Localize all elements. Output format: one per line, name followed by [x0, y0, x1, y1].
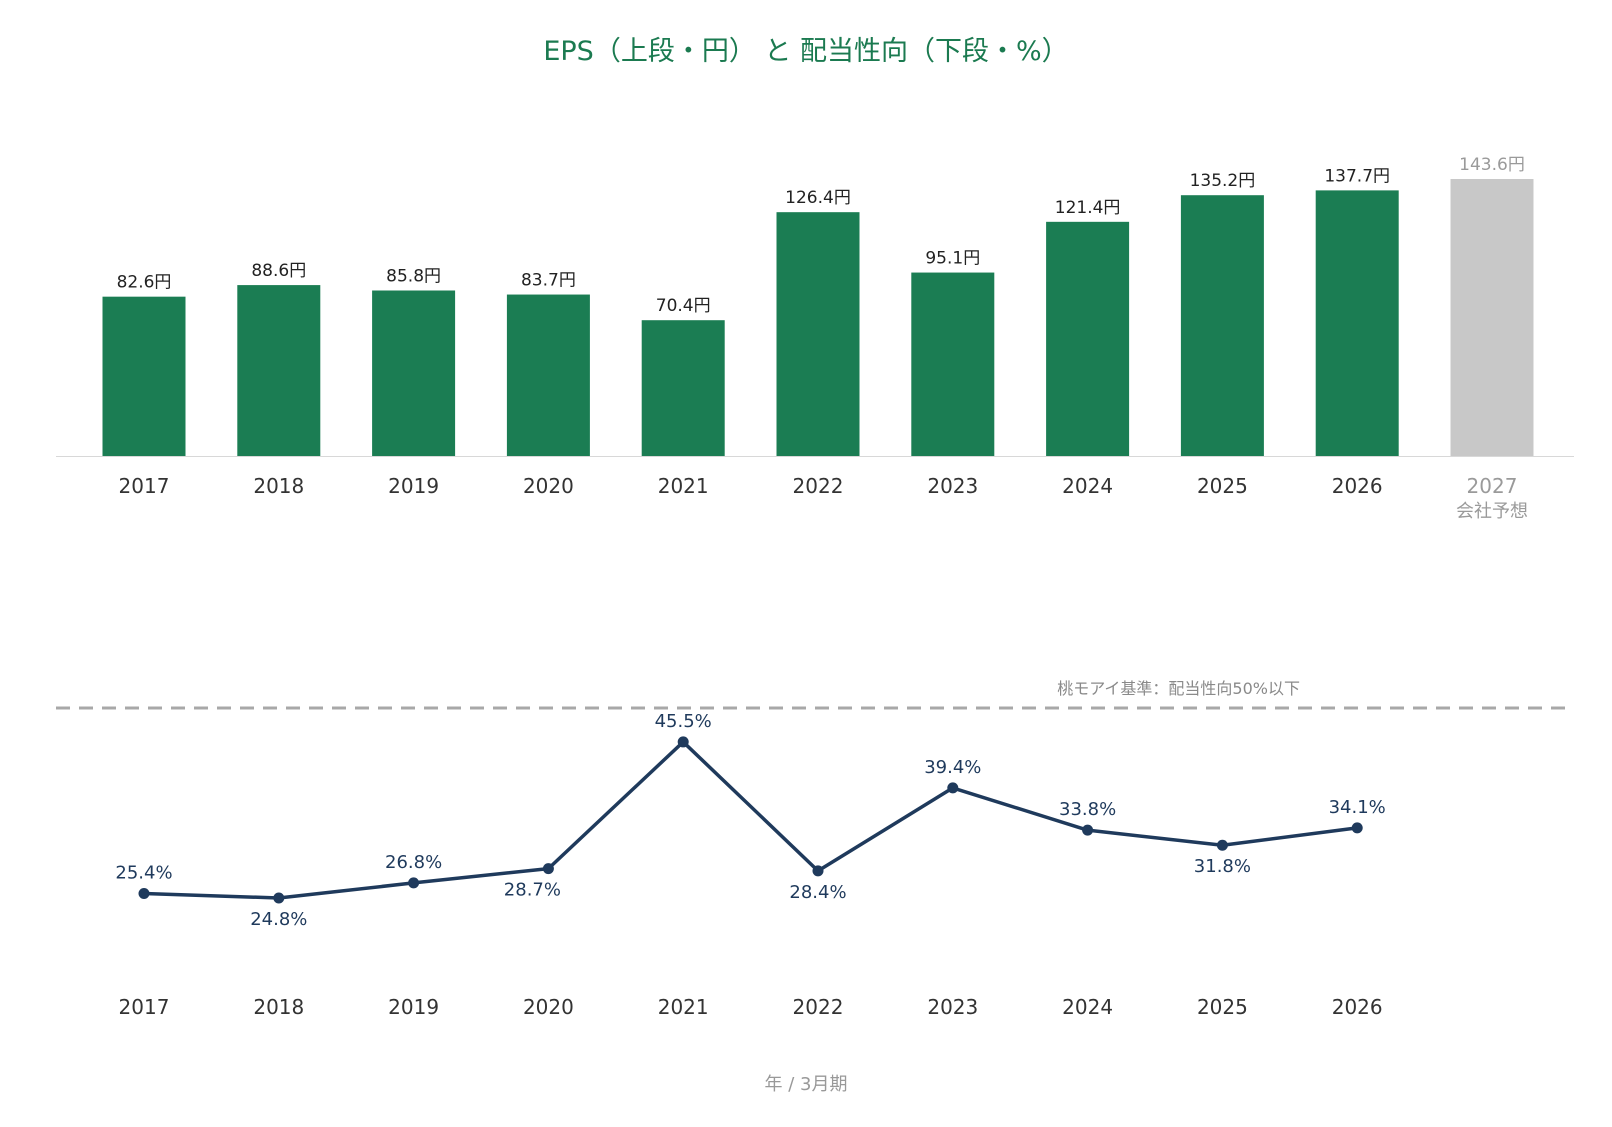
payout-data-label: 33.8%	[1059, 799, 1116, 820]
eps-x-tick-label: 2023	[927, 474, 978, 498]
eps-data-label: 95.1円	[925, 249, 980, 269]
eps-bar	[1046, 221, 1130, 456]
payout-x-tick-label: 2020	[523, 995, 574, 1019]
eps-x-tick-label: 2019	[388, 474, 439, 498]
payout-panel: 桃モアイ基準：配当性向50%以下 25.4% 24.8% 26.8% 28.7% 45.5…	[56, 679, 1574, 1019]
payout-data-label: 26.8%	[385, 852, 442, 873]
payout-x-tick-label: 2024	[1062, 995, 1113, 1019]
eps-bar	[372, 290, 456, 456]
eps-x-tick-label: 2020	[523, 474, 574, 498]
eps-bar	[102, 296, 186, 456]
eps-x-tick-label: 2024	[1062, 474, 1113, 498]
payout-point	[138, 887, 150, 899]
payout-point	[1351, 822, 1363, 834]
payout-x-tick-label: 2019	[388, 995, 439, 1019]
payout-point	[677, 736, 689, 748]
payout-x-tick-label: 2017	[119, 995, 170, 1019]
chart-title: EPS（上段・円） と 配当性向（下段・%）	[543, 36, 1068, 67]
payout-point	[1082, 824, 1094, 836]
eps-bar	[776, 212, 860, 456]
payout-point	[542, 863, 554, 875]
payout-data-label: 24.8%	[250, 909, 307, 930]
eps-bar	[1450, 179, 1534, 456]
eps-data-label: 82.6円	[117, 273, 172, 293]
x-axis-caption: 年 / 3月期	[765, 1074, 848, 1095]
payout-point	[947, 782, 959, 794]
eps-data-label: 85.8円	[386, 266, 441, 286]
payout-x-tick-label: 2026	[1332, 995, 1383, 1019]
payout-series-line	[143, 740, 1358, 900]
eps-data-label: 83.7円	[521, 271, 576, 291]
payout-x-tick-label: 2025	[1197, 995, 1248, 1019]
eps-bar	[641, 320, 725, 456]
payout-data-label: 39.4%	[924, 757, 981, 778]
payout-data-label: 34.1%	[1329, 797, 1386, 818]
eps-x-tick-label: 2026	[1332, 474, 1383, 498]
eps-x-tick-label: 2027	[1467, 474, 1518, 498]
payout-x-tick-label: 2018	[253, 995, 304, 1019]
payout-data-label: 25.4%	[115, 862, 172, 883]
eps-data-label: 88.6円	[251, 261, 306, 281]
eps-x-tick-label: 2025	[1197, 474, 1248, 498]
payout-point	[1216, 839, 1228, 851]
eps-x-tick-label: 2017	[119, 474, 170, 498]
eps-x-tick-label: 2018	[253, 474, 304, 498]
eps-bar	[506, 294, 590, 456]
eps-bar	[911, 272, 995, 456]
eps-data-label: 121.4円	[1055, 198, 1121, 218]
eps-data-label: 126.4円	[785, 188, 851, 208]
payout-data-label: 31.8%	[1194, 856, 1251, 877]
payout-data-label: 45.5%	[655, 711, 712, 732]
reference-line-label: 桃モアイ基準：配当性向50%以下	[1057, 679, 1300, 698]
payout-point	[812, 865, 824, 877]
payout-data-label: 28.7%	[504, 880, 561, 901]
eps-data-label: 70.4円	[656, 296, 711, 316]
eps-bar	[1180, 195, 1264, 456]
eps-data-label: 143.6円	[1459, 155, 1525, 175]
eps-x-tick-sublabel: 会社予想	[1456, 501, 1528, 522]
payout-point	[273, 892, 285, 904]
eps-bar	[237, 285, 321, 456]
eps-panel: 82.6円 2017 88.6円 2018 85.8円 2019 83.7円 2020 70.4…	[56, 155, 1574, 522]
payout-data-label: 28.4%	[789, 882, 846, 903]
eps-data-label: 137.7円	[1324, 166, 1390, 186]
eps-data-label: 135.2円	[1190, 171, 1256, 191]
eps-bar	[1315, 190, 1399, 456]
payout-x-tick-label: 2021	[658, 995, 709, 1019]
payout-x-tick-label: 2022	[793, 995, 844, 1019]
eps-x-tick-label: 2021	[658, 474, 709, 498]
payout-point	[408, 877, 420, 889]
payout-x-tick-label: 2023	[927, 995, 978, 1019]
eps-x-tick-label: 2022	[793, 474, 844, 498]
